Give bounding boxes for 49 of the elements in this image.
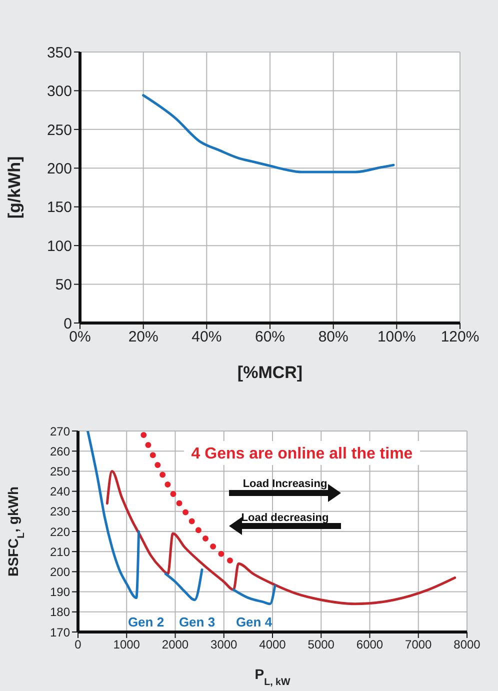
y-tick-label: 250 <box>50 464 70 478</box>
annotation: Gen 4 <box>236 614 273 630</box>
x-tick-label: 100% <box>377 328 416 346</box>
y-tick-label: 270 <box>50 424 70 438</box>
y-tick-label: 210 <box>50 544 70 559</box>
y-tick-label: 170 <box>50 625 70 640</box>
annotation: Load Increasing <box>242 478 328 490</box>
x-tick-label: 20% <box>128 328 158 346</box>
line-series <box>86 431 140 600</box>
x-tick-label: 2000 <box>162 638 189 652</box>
x-tick-label: 60% <box>254 328 286 346</box>
y-tick-label: 200 <box>46 160 72 178</box>
y-tick-label: 100 <box>46 238 72 255</box>
x-tick-label: 4000 <box>259 638 286 652</box>
y-tick-label: 50 <box>55 276 72 294</box>
x-tick-label: 0 <box>74 638 82 652</box>
line-series <box>142 94 395 174</box>
y-tick-label: 0 <box>64 315 72 332</box>
y-tick-label: 240 <box>50 484 70 499</box>
x-axis-title: [%MCR] <box>237 363 303 382</box>
x-tick-label: 80% <box>318 328 348 346</box>
y-tick-label: 350 <box>46 44 72 62</box>
y-axis-title: [g/kWh] <box>5 156 24 219</box>
line-series <box>232 584 276 606</box>
y-tick-label: 220 <box>50 524 70 539</box>
x-tick-label: 5000 <box>308 638 335 652</box>
y-tick-label: 190 <box>50 585 70 600</box>
x-tick-label: 0% <box>69 328 91 346</box>
x-tick-label: 1000 <box>113 638 140 652</box>
x-tick-label: 120% <box>440 328 480 346</box>
y-tick-label: 300 <box>46 83 72 100</box>
line-series <box>106 470 456 606</box>
x-tick-label: 6000 <box>356 638 384 652</box>
y-tick-label: 180 <box>50 605 70 620</box>
y-tick-label: 250 <box>46 122 72 139</box>
y-tick-label: 200 <box>50 564 70 579</box>
y-tick-label: 260 <box>50 444 70 458</box>
x-tick-label: 8000 <box>454 638 481 652</box>
annotation: Load decreasing <box>241 512 329 524</box>
y-tick-label: 230 <box>50 504 70 519</box>
x-axis-title: P$_{L, kW}$ <box>254 666 291 688</box>
line-series <box>164 568 204 602</box>
annotation: Gen 3 <box>178 614 216 630</box>
x-tick-label: 7000 <box>405 638 432 652</box>
annotation: Gen 2 <box>128 614 164 630</box>
y-tick-label: 150 <box>46 199 72 216</box>
x-tick-label: 40% <box>192 328 222 346</box>
x-tick-label: 3000 <box>210 638 238 652</box>
annotation: 4 Gens are online all the time <box>191 446 413 463</box>
